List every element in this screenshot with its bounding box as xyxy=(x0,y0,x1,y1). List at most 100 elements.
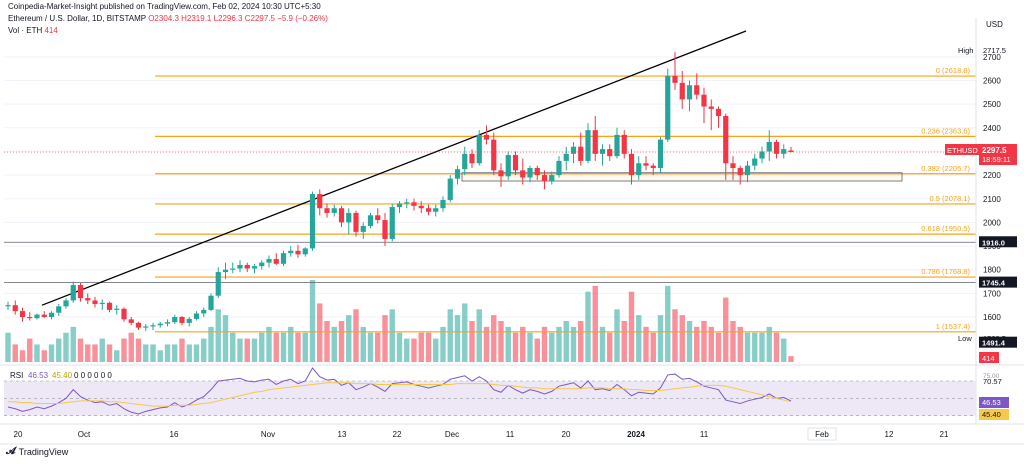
candle-body[interactable] xyxy=(346,212,352,223)
candle-body[interactable] xyxy=(773,141,780,154)
candle-body[interactable] xyxy=(77,285,84,299)
candle-body[interactable] xyxy=(563,153,569,161)
candle-body[interactable] xyxy=(143,326,149,328)
candle-body[interactable] xyxy=(556,160,562,176)
candle-body[interactable] xyxy=(367,215,374,226)
candle-body[interactable] xyxy=(389,207,395,239)
candle-body[interactable] xyxy=(128,319,134,323)
candle-body[interactable] xyxy=(549,175,555,182)
candle-body[interactable] xyxy=(164,322,171,324)
candle-body[interactable] xyxy=(621,134,627,154)
candle-body[interactable] xyxy=(273,259,279,264)
candle-body[interactable] xyxy=(92,300,98,304)
candle-body[interactable] xyxy=(12,305,18,312)
candle-body[interactable] xyxy=(759,151,765,159)
candle-body[interactable] xyxy=(491,139,497,171)
candle-body[interactable] xyxy=(694,85,700,95)
candle-body[interactable] xyxy=(411,202,417,206)
candle-body[interactable] xyxy=(193,313,200,319)
candle-body[interactable] xyxy=(230,268,236,270)
candle-body[interactable] xyxy=(63,300,69,307)
candle-body[interactable] xyxy=(570,146,577,154)
candle-body[interactable] xyxy=(628,153,635,176)
candle-body[interactable] xyxy=(5,305,11,307)
ascending-trendline[interactable] xyxy=(41,30,747,306)
candle-body[interactable] xyxy=(599,149,606,154)
candle-body[interactable] xyxy=(541,175,548,182)
candle-body[interactable] xyxy=(375,215,381,221)
candle-body[interactable] xyxy=(433,208,439,212)
candle-body[interactable] xyxy=(295,250,301,255)
candle-body[interactable] xyxy=(106,302,113,310)
candle-body[interactable] xyxy=(288,250,294,254)
candle-body[interactable] xyxy=(179,317,185,323)
candle-body[interactable] xyxy=(723,115,729,164)
candle-body[interactable] xyxy=(41,314,47,317)
candle-body[interactable] xyxy=(715,108,722,116)
candle-body[interactable] xyxy=(686,85,693,100)
candle-body[interactable] xyxy=(244,264,250,269)
candle-body[interactable] xyxy=(650,165,656,169)
candle-body[interactable] xyxy=(353,212,359,232)
candle-body[interactable] xyxy=(527,168,533,178)
candle-body[interactable] xyxy=(324,208,330,213)
candle-body[interactable] xyxy=(280,253,287,264)
candle-body[interactable] xyxy=(48,312,55,317)
candle-body[interactable] xyxy=(338,208,345,223)
candle-body[interactable] xyxy=(454,169,461,179)
candle-body[interactable] xyxy=(251,266,258,269)
candle-body[interactable] xyxy=(578,146,584,161)
candle-body[interactable] xyxy=(498,170,504,177)
candle-body[interactable] xyxy=(186,318,192,323)
candle-body[interactable] xyxy=(766,141,772,152)
candle-body[interactable] xyxy=(614,134,620,157)
candle-body[interactable] xyxy=(396,203,403,208)
candle-body[interactable] xyxy=(592,130,598,154)
candle-body[interactable] xyxy=(27,317,33,319)
candle-body[interactable] xyxy=(679,82,685,100)
candle-body[interactable] xyxy=(737,168,743,176)
candle-body[interactable] xyxy=(201,309,207,314)
candle-body[interactable] xyxy=(266,259,272,263)
candle-body[interactable] xyxy=(447,178,453,200)
candle-body[interactable] xyxy=(585,130,591,161)
candle-body[interactable] xyxy=(665,75,671,140)
candle-body[interactable] xyxy=(19,311,26,317)
candle-body[interactable] xyxy=(404,202,410,204)
candle-body[interactable] xyxy=(56,306,62,313)
candle-body[interactable] xyxy=(157,323,163,326)
candle-body[interactable] xyxy=(607,149,613,157)
candle-body[interactable] xyxy=(483,134,490,140)
candle-body[interactable] xyxy=(520,170,526,178)
footer-brand[interactable]: 𝓐 TradingView xyxy=(6,446,68,457)
candle-body[interactable] xyxy=(382,220,388,239)
candle-body[interactable] xyxy=(208,295,214,310)
candle-body[interactable] xyxy=(425,208,432,212)
candle-body[interactable] xyxy=(135,322,142,328)
candle-body[interactable] xyxy=(237,264,243,269)
candle-body[interactable] xyxy=(317,194,323,209)
candle-body[interactable] xyxy=(744,165,751,176)
candle-body[interactable] xyxy=(418,205,424,209)
candle-body[interactable] xyxy=(34,314,40,319)
candle-body[interactable] xyxy=(534,168,540,176)
candle-body[interactable] xyxy=(302,248,308,255)
candle-body[interactable] xyxy=(309,194,316,249)
candle-body[interactable] xyxy=(259,262,265,267)
candle-body[interactable] xyxy=(99,302,105,304)
candle-body[interactable] xyxy=(150,325,156,327)
candle-body[interactable] xyxy=(469,153,475,164)
candle-body[interactable] xyxy=(643,163,649,166)
candle-body[interactable] xyxy=(657,139,664,169)
candle-body[interactable] xyxy=(512,154,519,171)
symbol-name[interactable]: Ethereum / U.S. Dollar, 1D, BITSTAMP xyxy=(8,14,146,23)
candle-body[interactable] xyxy=(85,298,91,301)
candle-body[interactable] xyxy=(215,272,221,296)
candle-body[interactable] xyxy=(788,150,794,153)
candle-body[interactable] xyxy=(114,308,120,310)
candle-body[interactable] xyxy=(708,106,714,109)
candle-body[interactable] xyxy=(505,154,511,177)
candle-body[interactable] xyxy=(462,153,468,170)
candle-body[interactable] xyxy=(476,134,482,164)
